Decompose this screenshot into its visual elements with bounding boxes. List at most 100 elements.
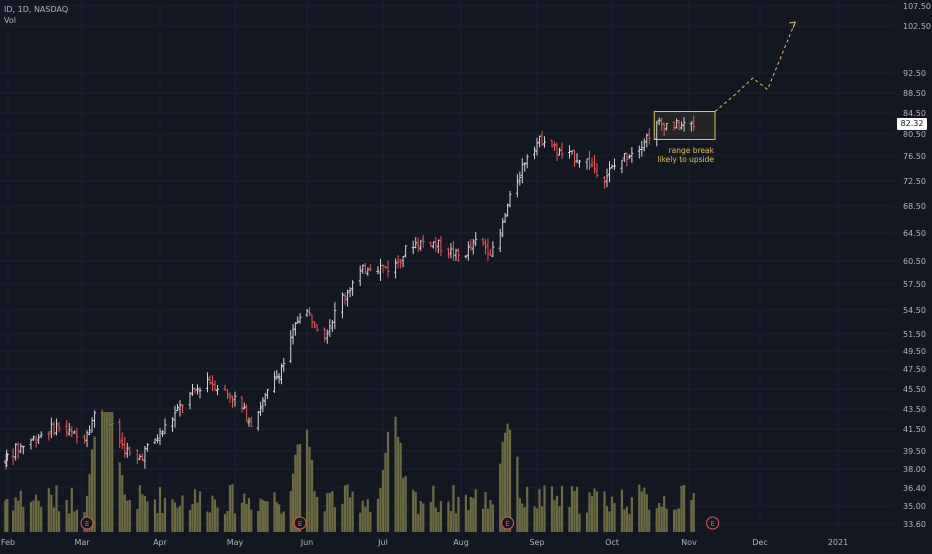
volume-bar [216, 507, 219, 532]
volume-bar [376, 498, 380, 532]
volume-bar [359, 512, 362, 532]
volume-bar [526, 486, 529, 532]
volume-bar [379, 487, 382, 532]
volume-bar [273, 492, 276, 532]
volume-bar [489, 499, 492, 532]
volume-bar [275, 502, 278, 532]
volume-bar [146, 501, 149, 532]
volume-bar [223, 513, 227, 532]
volume-bar [351, 491, 354, 532]
last-price-tag: 82.32 [897, 118, 927, 131]
volume-bar [553, 500, 556, 532]
range-annotation: range break likely to upside [640, 146, 714, 164]
y-tick-label: 57.50 [903, 280, 926, 289]
volume-bar [610, 496, 614, 532]
volume-bar [211, 495, 214, 532]
volume-bar [305, 429, 309, 532]
volume-bar [126, 500, 129, 532]
volume-bar [196, 502, 199, 532]
y-tick-label: 76.50 [903, 152, 926, 161]
y-tick-label: 72.50 [903, 177, 926, 186]
volume-bar [469, 497, 472, 532]
volume-bar [266, 501, 269, 532]
x-tick-label: Jul [377, 538, 388, 547]
volume-bar [240, 502, 244, 532]
volume-bar [291, 473, 295, 532]
volume-bar [233, 513, 237, 532]
volume-bar [294, 454, 297, 532]
volume-bar [226, 511, 229, 532]
volume-bar [381, 470, 385, 532]
volume-bar [103, 412, 106, 532]
volume-bar [158, 486, 162, 532]
volume-bar [467, 509, 470, 532]
volume-bar [208, 512, 212, 532]
volume-bar [161, 513, 164, 532]
volume-bar [296, 444, 299, 532]
earnings-marker-label: E [85, 520, 89, 528]
volume-bar [298, 443, 302, 532]
volume-bar [343, 485, 347, 532]
y-tick-label: 51.50 [903, 330, 926, 339]
volume-bar [163, 497, 167, 532]
y-tick-label: 88.50 [903, 89, 926, 98]
x-tick-label: Feb [1, 538, 15, 547]
volume-bar [672, 509, 676, 532]
volume-bar [558, 506, 561, 532]
volume-bar [364, 506, 367, 532]
volume-bar [176, 507, 179, 532]
volume-bar [88, 473, 91, 532]
volume-bar [261, 500, 264, 532]
volume-bar [402, 477, 405, 532]
volume-bar [173, 502, 177, 532]
volume-bar [171, 499, 174, 532]
volume-bar [6, 499, 9, 532]
volume-bar [331, 491, 334, 532]
y-tick-label: 68.50 [903, 202, 926, 211]
volume-bar [613, 503, 616, 532]
volume-bar [570, 486, 574, 532]
volume-bar [568, 507, 571, 532]
volume-bar [429, 502, 432, 532]
volume-bar [55, 485, 58, 532]
volume-bar [93, 436, 96, 532]
volume-bar [128, 499, 131, 532]
volume-bar [439, 501, 442, 532]
volume-bar [623, 509, 626, 532]
volume-bar [118, 462, 121, 532]
x-tick-label: Apr [153, 538, 168, 547]
volume-bar [369, 511, 372, 532]
volume-bar [474, 489, 477, 532]
volume-bar [259, 498, 262, 532]
volume-bar [101, 412, 104, 532]
y-tick-label: 41.50 [903, 425, 926, 434]
volume-bar [19, 490, 22, 532]
volume-bar [658, 503, 661, 532]
volume-bar [484, 491, 487, 532]
volume-bar [75, 509, 78, 532]
volume-bar [156, 513, 159, 532]
volume-bar [404, 476, 407, 532]
volume-bar [289, 490, 292, 532]
volume-bar [680, 485, 683, 532]
volume-bar [178, 505, 182, 532]
volume-bar [550, 486, 554, 532]
volume-bar [578, 513, 581, 532]
volume-bar [17, 500, 20, 532]
volume-bar [384, 452, 387, 532]
volume-bar [499, 463, 502, 532]
volume-bar [585, 512, 589, 532]
volume-bar [414, 492, 417, 532]
volume-bar [313, 491, 316, 532]
volume-bar [543, 485, 546, 532]
volume-bar [243, 493, 246, 532]
earnings-marker [706, 516, 720, 530]
volume-bar [85, 495, 89, 532]
range-box [653, 111, 716, 140]
volume-bar [34, 494, 38, 532]
x-tick-label: May [227, 538, 244, 547]
volume-bar [282, 511, 285, 532]
volume-bar [516, 456, 519, 532]
